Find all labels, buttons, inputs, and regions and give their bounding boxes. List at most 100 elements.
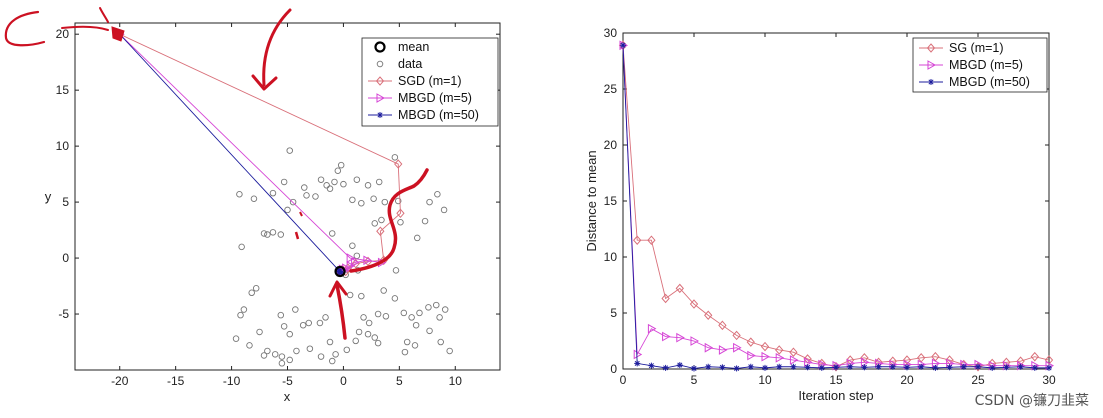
- series-marker: [989, 364, 996, 371]
- data-point: [365, 319, 373, 327]
- series-marker: [746, 337, 755, 347]
- series-marker: [902, 355, 912, 365]
- series-marker: [818, 364, 825, 371]
- scatter-axes: -20 -15 -10 -5 0 5 10 -5 0 5 10 15 20 x y mean data SGD (…: [45, 22, 501, 404]
- data-point: [426, 327, 433, 335]
- annotation-dash: [299, 211, 303, 217]
- series-marker: [790, 363, 797, 370]
- annotation-arrow-head: [251, 74, 278, 91]
- legend: mean data SGD (m=1) MBGD (m=5) MBGD (m=50): [361, 37, 499, 127]
- y-axis-label: y: [45, 189, 52, 204]
- series-marker: [633, 235, 642, 245]
- data-point: [236, 191, 243, 198]
- data-point: [437, 338, 444, 346]
- series-marker: [662, 364, 669, 371]
- data-point: [269, 189, 277, 197]
- data-point: [323, 182, 330, 189]
- legend-label: MBGD (m=50): [398, 108, 479, 122]
- series-marker: [918, 363, 925, 370]
- data-point: [280, 178, 288, 186]
- data-point: [425, 304, 432, 311]
- data-point: [301, 184, 308, 191]
- series-marker: [732, 330, 741, 341]
- data-point: [400, 309, 408, 317]
- y-tick-label: 30: [604, 26, 618, 40]
- series-marker: [904, 364, 910, 371]
- series-marker: [861, 364, 868, 371]
- data-point: [374, 339, 382, 347]
- data-point: [434, 191, 441, 198]
- data-point: [364, 330, 372, 338]
- series-marker: [704, 342, 714, 353]
- data-point: [334, 167, 342, 175]
- y-tick-label: 15: [56, 83, 70, 97]
- data-point: [358, 292, 365, 300]
- data-point: [292, 306, 299, 313]
- data-point: [340, 180, 347, 188]
- series-marker: [1031, 364, 1038, 371]
- data-point: [337, 161, 345, 169]
- data-point: [346, 291, 354, 299]
- handwritten-annotations: [4, 7, 429, 340]
- data-point: [284, 206, 291, 214]
- distance-axes: 0 5 10 15 20 25 30 0 5 10 15 20 25 30 Iteration step Di…: [584, 26, 1056, 403]
- data-point: [378, 216, 385, 224]
- data-point: [326, 185, 334, 192]
- data-point: [232, 335, 240, 342]
- series-marker: [704, 310, 713, 320]
- data-point: [358, 199, 365, 207]
- data-point: [322, 314, 329, 321]
- data-point: [303, 192, 310, 199]
- data-point: [271, 351, 279, 358]
- data-point: [277, 231, 285, 238]
- series-marker: [875, 363, 882, 370]
- series-marker: [789, 347, 798, 357]
- series-marker: [847, 363, 854, 370]
- data-point: [331, 178, 338, 186]
- data-point: [299, 321, 307, 329]
- data-point: [269, 229, 277, 236]
- data-point: [289, 198, 297, 206]
- data-point: [343, 346, 351, 354]
- series-marker: [889, 363, 896, 370]
- data-point: [306, 345, 314, 352]
- data-point: [374, 310, 382, 318]
- legend-data-marker: [376, 60, 384, 68]
- data-point: [293, 347, 300, 355]
- series-marker: [1017, 363, 1024, 370]
- data-point: [278, 360, 286, 367]
- series-marker: [648, 362, 655, 369]
- data-point: [436, 314, 443, 321]
- series-marker: [394, 159, 403, 169]
- data-point: [416, 309, 423, 317]
- data-point: [391, 295, 399, 302]
- data-point: [248, 289, 255, 297]
- data-point: [316, 319, 324, 327]
- y-tick-label: 20: [604, 138, 618, 152]
- legend-marker: [926, 43, 936, 53]
- x-tick-label: -20: [111, 374, 129, 388]
- annotation-arrow-up-head: [328, 280, 348, 298]
- x-tick-label: 0: [620, 373, 627, 387]
- data-point: [411, 342, 419, 349]
- data-point: [286, 147, 293, 154]
- annotation-tick: [99, 7, 109, 23]
- series-marker: [946, 364, 953, 371]
- data-point: [382, 313, 390, 320]
- data-point: [408, 314, 415, 321]
- series-marker: [647, 235, 656, 245]
- series-marker: [689, 299, 699, 309]
- data-point: [394, 197, 402, 205]
- series-marker: [705, 363, 712, 370]
- x-tick-label: 5: [691, 373, 698, 387]
- data-point: [352, 337, 359, 345]
- series-2: [620, 42, 1052, 372]
- series-marker: [776, 363, 783, 370]
- data-point: [375, 178, 383, 186]
- data-point: [312, 193, 319, 200]
- data-points: [232, 147, 453, 367]
- data-point: [252, 285, 260, 292]
- legend-marker: [375, 76, 385, 86]
- series-marker: [804, 364, 811, 371]
- series-marker: [346, 253, 356, 263]
